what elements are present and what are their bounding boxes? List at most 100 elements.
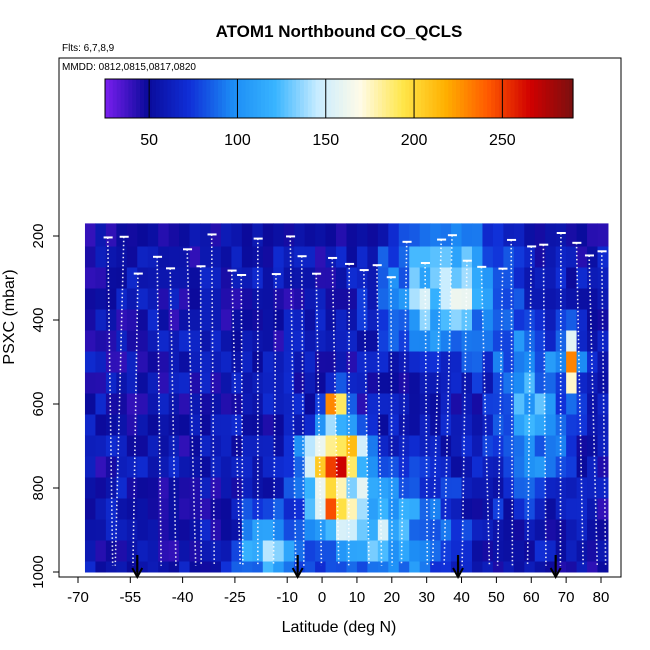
heatmap-cell: [116, 414, 128, 436]
heatmap-cell: [220, 519, 232, 541]
heatmap-cell: [283, 309, 295, 331]
heatmap-cell: [231, 393, 243, 415]
heatmap-cell: [168, 519, 180, 541]
colorbar-segment: [428, 79, 434, 118]
heatmap-cell: [168, 435, 180, 457]
heatmap-cell: [105, 309, 117, 331]
heatmap-cell: [440, 246, 452, 268]
flight-profile: [114, 236, 125, 566]
heatmap-cell: [398, 519, 410, 541]
heatmap-cell: [105, 393, 117, 415]
heatmap-cell: [440, 309, 452, 331]
heatmap-cell: [555, 540, 567, 562]
y-tick-label: 400: [30, 307, 47, 332]
heatmap-cell: [576, 393, 588, 415]
heatmap-cell: [262, 540, 274, 562]
heatmap-cell: [105, 456, 117, 478]
heatmap-cell: [126, 372, 138, 394]
colorbar-segment: [245, 79, 250, 118]
heatmap-cell: [545, 309, 557, 331]
heatmap-cell: [84, 288, 96, 310]
heatmap-cell: [95, 372, 107, 394]
flight-profile: [480, 266, 491, 566]
flight-profile: [390, 277, 393, 566]
colorbar-segment: [222, 79, 227, 118]
heatmap-cell: [95, 498, 107, 520]
heatmap-cell: [566, 561, 578, 573]
heatmap-cell: [294, 456, 306, 478]
colorbar-segment: [506, 79, 512, 118]
heatmap-cell: [315, 267, 327, 289]
heatmap-cell: [346, 372, 358, 394]
heatmap-cell: [252, 498, 264, 520]
heatmap-cell: [492, 414, 504, 436]
heatmap-cell: [252, 414, 264, 436]
flight-profile: [240, 275, 244, 566]
colorbar-segment: [366, 79, 371, 118]
x-tick-label: 50: [488, 589, 505, 606]
heatmap-cell: [200, 393, 211, 415]
heatmap-cell: [367, 288, 379, 310]
heatmap-cell: [534, 288, 546, 310]
heatmap-cell: [283, 393, 295, 415]
heatmap-cell: [273, 456, 285, 478]
heatmap-cell: [419, 414, 431, 436]
heatmap-cell: [576, 435, 588, 457]
y-axis: 200 400 600 800 1000: [30, 223, 59, 589]
flight-profile: [363, 270, 370, 566]
colorbar-segment: [331, 79, 336, 118]
heatmap-cell: [294, 414, 306, 436]
heatmap-cell: [440, 223, 452, 247]
heatmap-cell: [576, 372, 588, 394]
heatmap-cell: [356, 330, 368, 352]
colorbar-segment: [565, 79, 570, 118]
colorbar-segment: [229, 79, 235, 118]
heatmap-cell: [84, 561, 96, 573]
heatmap-cell: [210, 540, 222, 562]
heatmap-cell: [231, 435, 243, 457]
heatmap-cell: [451, 477, 463, 499]
heatmap-cell: [451, 456, 463, 478]
heatmap-cell: [555, 223, 567, 247]
heatmap-cell: [126, 393, 138, 415]
heatmap-cell: [513, 414, 525, 436]
heatmap-cell: [336, 477, 347, 499]
colorbar-segment: [284, 79, 289, 118]
colorbar-segment: [553, 79, 558, 118]
heatmap-cell: [252, 393, 264, 415]
heatmap-cell: [587, 519, 599, 541]
heatmap-cell: [430, 309, 442, 331]
heatmap-cell: [325, 519, 337, 541]
heatmap-cell: [377, 540, 389, 562]
y-tick-label: 200: [30, 223, 47, 248]
heatmap-cell: [503, 414, 515, 436]
flight-profile: [424, 262, 429, 566]
heatmap-cell: [377, 456, 389, 478]
heatmap-cell: [336, 223, 347, 247]
heatmap-cell: [555, 288, 567, 310]
heatmap-cell: [315, 456, 327, 478]
heatmap-cell: [398, 498, 410, 520]
heatmap-cell: [189, 330, 201, 352]
colorbar-segment: [194, 79, 200, 118]
colorbar-segment: [393, 79, 399, 118]
heatmap-cell: [273, 393, 285, 415]
heatmap-cell: [105, 414, 117, 436]
heatmap-cell: [430, 223, 442, 247]
heatmap-cell: [273, 435, 285, 457]
heatmap-cell: [158, 519, 170, 541]
heatmap-cell: [524, 330, 536, 352]
colorbar-segment: [303, 79, 309, 118]
heatmap-cell: [513, 561, 525, 573]
heatmap-cell: [325, 540, 337, 562]
heatmap-cell: [220, 246, 232, 268]
heatmap-cell: [409, 267, 421, 289]
heatmap-cell: [356, 414, 368, 436]
heatmap-cell: [241, 246, 253, 268]
heatmap-cell: [105, 288, 117, 310]
heatmap-cell: [262, 330, 274, 352]
colorbar-segment: [510, 79, 516, 118]
heatmap-cell: [461, 372, 473, 394]
heatmap-cell: [492, 540, 504, 562]
heatmap-cell: [377, 435, 389, 457]
